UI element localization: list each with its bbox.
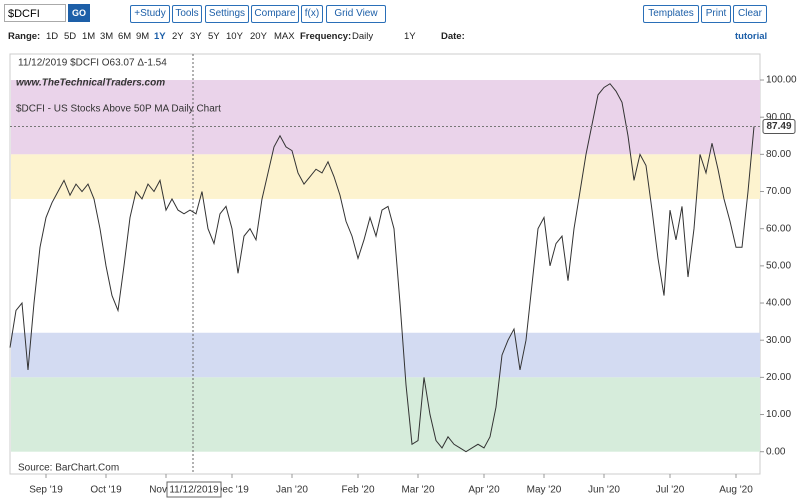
range-option[interactable]: 2Y (172, 31, 184, 42)
x-tick-label: Dec '19 (215, 485, 249, 496)
toolbar-button[interactable]: Compare (251, 5, 299, 23)
x-tick-label: Aug '20 (719, 485, 753, 496)
crosshair-label: 11/12/2019 (169, 485, 219, 496)
x-tick-label: Apr '20 (468, 485, 500, 496)
x-tick-label: Nov '19 (149, 485, 183, 496)
toolbar-button[interactable]: Print (701, 5, 731, 23)
x-tick-label: Mar '20 (401, 485, 434, 496)
date-label: Date: (441, 31, 465, 42)
range-option[interactable]: 5D (64, 31, 77, 42)
range-option[interactable]: 6M (118, 31, 132, 42)
range-option[interactable]: 20Y (250, 31, 267, 42)
tutorial-link[interactable]: tutorial (735, 31, 768, 42)
y-tick-label: 20.00 (766, 372, 791, 383)
toolbar-button[interactable]: Grid View (326, 5, 386, 23)
y-tick-label: 50.00 (766, 260, 791, 271)
x-tick-label: Jul '20 (656, 485, 685, 496)
y-tick-label: 100.00 (766, 75, 797, 86)
y-tick-label: 10.00 (766, 409, 791, 420)
x-tick-label: May '20 (527, 485, 562, 496)
go-button[interactable]: GO (68, 4, 90, 22)
toolbar-button[interactable]: Settings (205, 5, 249, 23)
source: Source: BarChart.Com (18, 463, 119, 474)
chart: 0.00 10.00 20.00 30.00 40.00 50.00 60.00 70.00 8… (9, 53, 797, 498)
y-tick-label: 70.00 (766, 186, 791, 197)
line (9, 83, 755, 453)
band (11, 80, 760, 155)
range-bar: Range: Frequency: Daily 1Y Date: tutoria… (0, 28, 800, 46)
symbol-input[interactable]: $DCFI (4, 4, 66, 22)
toolbar: $DCFI GO +Study Tools Settings Compare f(x) G… (0, 0, 800, 28)
y-tick-label: 60.00 (766, 223, 791, 234)
toolbar-button[interactable]: Clear (733, 5, 767, 23)
watermark: www.TheTechnicalTraders.com (16, 78, 165, 89)
last-value-label: 87.49 (766, 121, 791, 132)
y-tick-label: 40.00 (766, 298, 791, 309)
range-label: Range: (8, 31, 41, 42)
y-tick-label: 80.00 (766, 149, 791, 160)
range-option[interactable]: 10Y (226, 31, 243, 42)
range-option[interactable]: 1D (46, 31, 59, 42)
range-option[interactable]: 9M (136, 31, 150, 42)
x-tick-label: Jan '20 (276, 485, 308, 496)
x-tick-label: Jun '20 (588, 485, 620, 496)
toolbar-button[interactable]: Templates (643, 5, 699, 23)
x-tick-label: Feb '20 (341, 485, 374, 496)
range-option[interactable]: MAX (274, 31, 295, 42)
range-option[interactable]: 3M (100, 31, 114, 42)
chart-title: $DCFI - US Stocks Above 50P MA Daily Cha… (16, 104, 221, 115)
x-tick-label: Oct '19 (90, 485, 122, 496)
band (11, 332, 760, 378)
crosshair-box (166, 481, 222, 498)
last-value-box (762, 119, 796, 135)
range-option[interactable]: 3Y (190, 31, 202, 42)
frequency[interactable]: Daily (352, 31, 374, 42)
band (11, 377, 760, 452)
range-option[interactable]: 5Y (208, 31, 220, 42)
x-tick-label: Sep '19 (29, 485, 63, 496)
period[interactable]: 1Y (404, 31, 416, 42)
toolbar-button[interactable]: Tools (172, 5, 202, 23)
range-option[interactable]: 1M (82, 31, 96, 42)
y-tick-label: 0.00 (766, 446, 786, 457)
toolbar-button[interactable]: f(x) (301, 5, 323, 23)
frequency-label: Frequency: (300, 31, 352, 42)
toolbar-button[interactable]: +Study (130, 5, 170, 23)
info: 11/12/2019 $DCFI O63.07 Δ-1.54 (18, 58, 167, 69)
y-tick-label: 90.00 (766, 112, 791, 123)
y-tick-label: 30.00 (766, 335, 791, 346)
range-option[interactable]: 1Y (154, 31, 166, 42)
